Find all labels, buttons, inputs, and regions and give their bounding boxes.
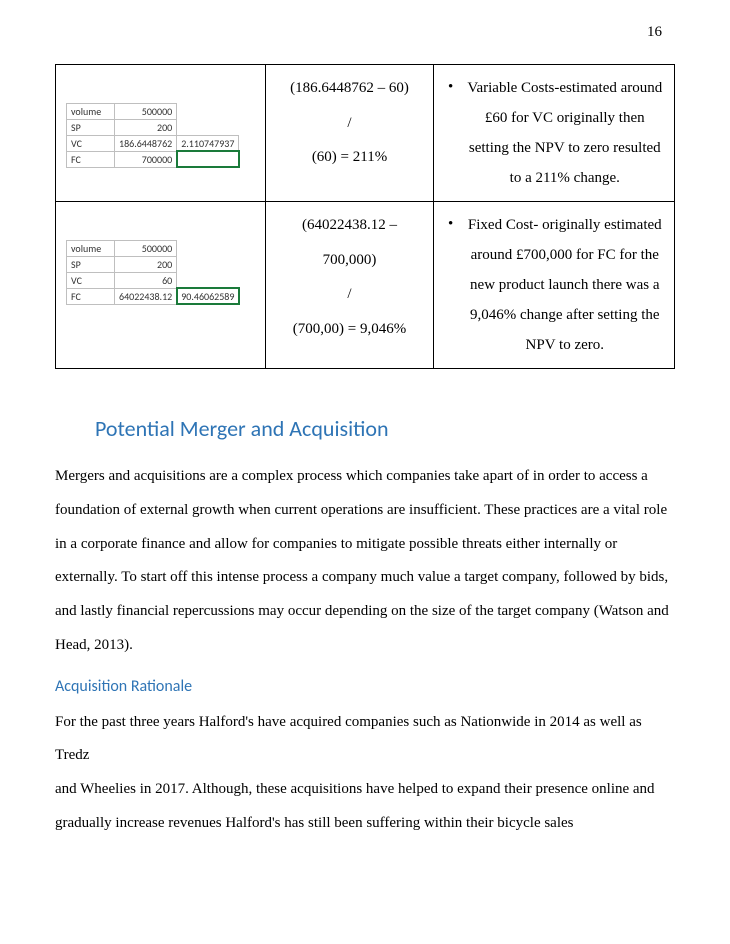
bullet-cell: • Fixed Cost- originally estimated aroun…	[433, 202, 674, 369]
calc-cell: (64022438.12 – 700,000) / (700,00) = 9,0…	[266, 202, 433, 369]
bullet-text: Fixed Cost- originally estimated around …	[464, 210, 666, 360]
mini-value: 60	[115, 272, 177, 288]
mini-spreadsheet: volume500000 SP200 VC186.64487622.110747…	[66, 89, 239, 168]
mini-label: SP	[67, 256, 115, 272]
calc-line: (700,00) = 9,046%	[274, 312, 424, 347]
mini-value: 2.110747937	[177, 135, 239, 151]
calc-line: /	[274, 106, 424, 141]
calc-cell: (186.6448762 – 60) / (60) = 211%	[266, 65, 433, 202]
body-paragraph: and Wheelies in 2017. Although, these ac…	[55, 773, 675, 841]
analysis-table: volume500000 SP200 VC186.64487622.110747…	[55, 64, 675, 369]
mini-value: 186.6448762	[115, 135, 177, 151]
bullet-icon: •	[438, 73, 464, 102]
mini-value: 500000	[115, 103, 177, 119]
bullet-cell: • Variable Costs-estimated around £60 fo…	[433, 65, 674, 202]
calc-line: (186.6448762 – 60)	[274, 71, 424, 106]
body-paragraph: Mergers and acquisitions are a complex p…	[55, 460, 675, 663]
table-row: volume500000 SP200 VC186.64487622.110747…	[56, 65, 675, 202]
mini-value: 64022438.12	[115, 288, 177, 304]
mini-label: FC	[67, 151, 115, 167]
mini-label: FC	[67, 288, 115, 304]
mini-value: 200	[115, 256, 177, 272]
section-heading: Potential Merger and Acquisition	[95, 415, 675, 442]
mini-value: 500000	[115, 240, 177, 256]
calc-line: (60) = 211%	[274, 140, 424, 175]
calc-line: /	[274, 277, 424, 312]
mini-spreadsheet: volume500000 SP200 VC60 FC64022438.1290.…	[66, 226, 239, 305]
mini-label: volume	[67, 240, 115, 256]
mini-selected-cell	[177, 151, 239, 167]
mini-selected-cell: 90.46062589	[177, 288, 239, 304]
mini-label: volume	[67, 103, 115, 119]
page-number: 16	[647, 24, 662, 41]
mini-label: VC	[67, 135, 115, 151]
spreadsheet-cell: volume500000 SP200 VC186.64487622.110747…	[56, 65, 266, 202]
mini-value: 700000	[115, 151, 177, 167]
calc-line: (64022438.12 – 700,000)	[274, 208, 424, 277]
mini-label: SP	[67, 119, 115, 135]
mini-value: 200	[115, 119, 177, 135]
bullet-text: Variable Costs-estimated around £60 for …	[464, 73, 666, 193]
table-row: volume500000 SP200 VC60 FC64022438.1290.…	[56, 202, 675, 369]
body-paragraph: For the past three years Halford's have …	[55, 706, 675, 774]
bullet-icon: •	[438, 210, 464, 239]
mini-label: VC	[67, 272, 115, 288]
spreadsheet-cell: volume500000 SP200 VC60 FC64022438.1290.…	[56, 202, 266, 369]
subsection-heading: Acquisition Rationale	[55, 677, 675, 696]
